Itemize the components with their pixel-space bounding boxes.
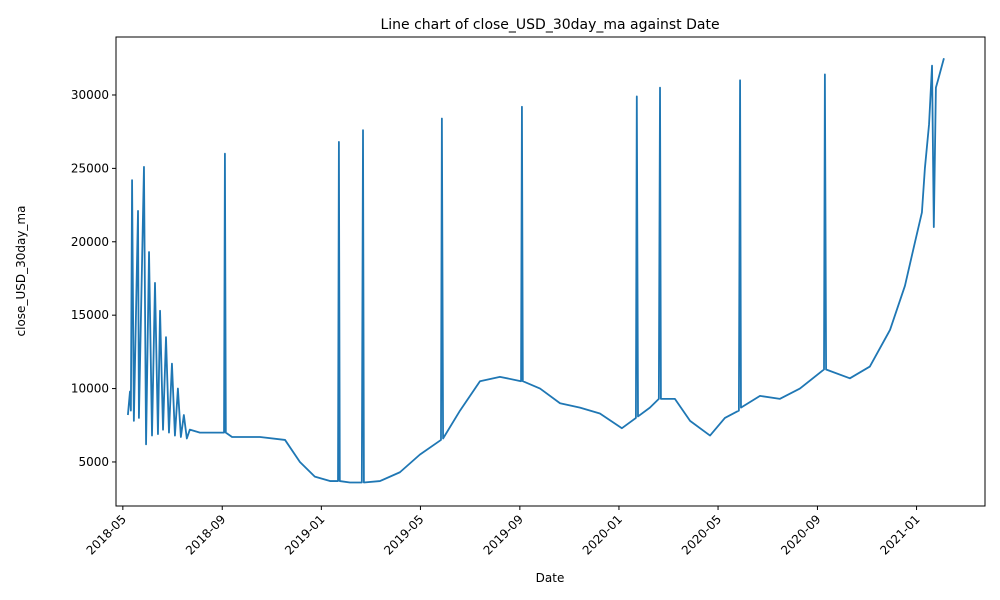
y-axis-label: close_USD_30day_ma (14, 206, 28, 337)
data-line (127, 58, 945, 484)
y-tick-label: 15000 (71, 308, 109, 322)
y-tick-label: 5000 (78, 455, 109, 469)
y-tick-label: 25000 (71, 161, 109, 175)
y-tick-label: 10000 (71, 382, 109, 396)
plot-frame (115, 36, 986, 507)
y-tick-label: 20000 (71, 235, 109, 249)
y-tick-label: 30000 (71, 88, 109, 102)
x-axis-label: Date (536, 571, 565, 585)
chart-title: Line chart of close_USD_30day_ma against… (380, 17, 719, 33)
